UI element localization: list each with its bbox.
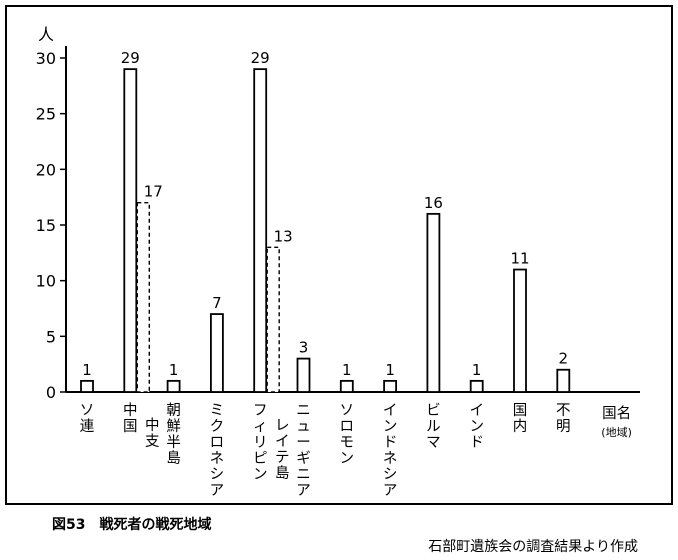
category-label-char: フ	[253, 403, 268, 419]
category-label-char: 国	[123, 419, 138, 435]
bar	[426, 212, 441, 393]
bar	[339, 379, 354, 393]
category-label-char: ン	[383, 419, 398, 435]
bar-value-label: 11	[510, 250, 529, 268]
category-label-char: ソ	[340, 403, 355, 419]
bar	[513, 268, 527, 393]
y-tick-label: 0	[46, 383, 56, 402]
category-label-char: ン	[340, 451, 355, 467]
bar	[123, 68, 138, 393]
category-label-char: ニ	[296, 403, 311, 419]
chart-frame	[5, 5, 673, 505]
category-label-char: ク	[210, 418, 225, 435]
category-label-char: ア	[210, 483, 225, 499]
x-axis-title: 国名	[602, 405, 631, 422]
bar-value-label: 13	[274, 227, 293, 245]
y-tick-label: 30	[36, 49, 56, 68]
category-label-char: ア	[383, 483, 398, 499]
category-label-char: ー	[296, 435, 311, 451]
source-note: 石部町遺族会の調査結果より作成	[428, 539, 638, 555]
category-label-char: イ	[383, 403, 398, 419]
category-label-char: 内	[513, 418, 528, 435]
bar-value-label: 7	[212, 294, 222, 312]
category-sublabel-char: レ	[275, 418, 290, 434]
bar-value-label: 16	[424, 194, 443, 212]
category-label-char: ビ	[426, 402, 441, 419]
category-label-char: ギ	[296, 450, 311, 467]
category-label-char: ロ	[210, 435, 225, 451]
bar-value-label: 3	[299, 339, 309, 357]
bar	[469, 379, 484, 393]
category-label-char: ロ	[340, 419, 355, 435]
category-label-char: 不	[556, 403, 571, 419]
y-tick-label: 25	[36, 105, 56, 124]
bar-value-label: 1	[385, 361, 395, 379]
bar-value-label: 2	[559, 350, 569, 368]
bar	[383, 379, 398, 393]
bar	[253, 68, 268, 393]
category-label-char: マ	[426, 435, 441, 451]
category-label-char: ル	[426, 419, 441, 435]
category-label-char: ド	[469, 435, 484, 451]
category-label-char: ド	[383, 435, 398, 451]
category-label-char: 半	[166, 434, 181, 451]
x-axis-note: (地域)	[601, 426, 632, 439]
category-label-char: 国	[513, 403, 528, 419]
category-label-char: ミ	[210, 403, 225, 419]
category-label-char: シ	[210, 467, 225, 483]
category-label-char: 中	[123, 402, 138, 419]
category-sublabel-char: イ	[275, 434, 290, 450]
y-tick-label: 5	[46, 327, 56, 346]
bar-value-label: 1	[82, 361, 92, 379]
y-unit-label: 人	[38, 25, 54, 44]
category-sublabel-char: 中	[145, 417, 160, 434]
bar	[136, 202, 151, 393]
bar-value-label: 1	[169, 361, 179, 379]
category-sublabel-char: テ	[275, 450, 290, 466]
y-tick-label: 15	[36, 216, 56, 235]
bar-value-label: 1	[472, 361, 482, 379]
category-sublabel-char: 支	[145, 433, 160, 450]
category-label-char: ン	[469, 419, 484, 435]
category-label-char: 島	[166, 450, 181, 467]
category-label-char: ィ	[253, 419, 268, 435]
category-label-char: シ	[383, 467, 398, 483]
bar-value-label: 1	[342, 361, 352, 379]
category-label-char: 鮮	[166, 418, 181, 435]
bar	[166, 379, 181, 393]
category-label-char: ン	[253, 467, 268, 483]
category-label-char: ネ	[210, 450, 225, 467]
figure-caption: 図53 戦死者の戦死地域	[52, 517, 212, 533]
bar	[296, 357, 311, 393]
category-label-char: ソ	[80, 403, 95, 419]
y-tick-label: 20	[36, 160, 56, 179]
bar	[209, 313, 224, 393]
category-label-char: 朝	[166, 402, 181, 419]
category-label-char: 連	[80, 418, 95, 435]
category-label-char: ニ	[296, 467, 311, 483]
category-label-char: 明	[556, 419, 571, 435]
category-sublabel-char: 島	[275, 465, 290, 482]
bar	[80, 379, 94, 393]
bar-value-label: 29	[251, 49, 270, 67]
category-label-char: ア	[296, 483, 311, 499]
category-label-char: モ	[340, 435, 355, 451]
category-label-char: イ	[469, 403, 484, 419]
bar-value-label: 17	[144, 183, 163, 201]
y-tick-label: 10	[36, 272, 56, 291]
category-label-char: ピ	[253, 450, 268, 467]
bar	[556, 368, 571, 393]
category-label-char: リ	[253, 435, 268, 451]
bar	[266, 246, 280, 393]
category-label-char: ネ	[383, 450, 398, 467]
category-label-char: ュ	[296, 419, 311, 435]
bar-value-label: 29	[121, 49, 140, 67]
